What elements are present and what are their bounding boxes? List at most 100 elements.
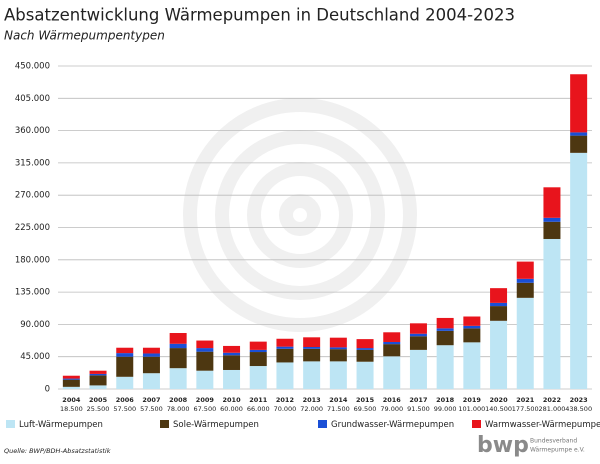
bar-segment bbox=[89, 375, 107, 386]
bar-segment bbox=[89, 370, 107, 374]
total-label: 70.000 bbox=[274, 405, 297, 413]
x-tick-label: 2017 bbox=[409, 396, 427, 404]
legend-swatch bbox=[160, 420, 169, 428]
total-label: 281.000 bbox=[539, 405, 566, 413]
bar-segment bbox=[516, 282, 534, 298]
bar-segment bbox=[223, 352, 241, 356]
bar-segment bbox=[409, 349, 427, 389]
bar-segment bbox=[116, 353, 134, 357]
logo-line: Bundesverband bbox=[530, 438, 577, 445]
bar-segment bbox=[223, 345, 241, 353]
bar-segment bbox=[169, 348, 187, 369]
bar-segment bbox=[169, 343, 187, 349]
bar-segment bbox=[436, 317, 454, 329]
total-label: 140.500 bbox=[485, 405, 512, 413]
bar-segment bbox=[356, 339, 374, 349]
x-tick-label: 2004 bbox=[62, 396, 81, 404]
bar-segment bbox=[142, 347, 160, 354]
total-label: 99.000 bbox=[434, 405, 457, 413]
y-tick-label: 135.000 bbox=[15, 288, 50, 298]
bar-segment bbox=[436, 345, 454, 389]
total-label: 71.500 bbox=[327, 405, 350, 413]
bar-segment bbox=[543, 238, 561, 389]
total-label: 438.500 bbox=[565, 405, 592, 413]
bar-segment bbox=[249, 366, 267, 389]
bar-segment bbox=[436, 330, 454, 346]
x-tick-label: 2009 bbox=[196, 396, 215, 404]
logo-mark: bwp bbox=[477, 433, 529, 458]
bar-segment bbox=[249, 341, 267, 350]
bar-segment bbox=[276, 346, 294, 349]
x-tick-label: 2011 bbox=[249, 396, 268, 404]
bar-segment bbox=[303, 348, 321, 362]
bar-segment bbox=[356, 349, 374, 362]
total-label: 78.000 bbox=[167, 405, 190, 413]
x-tick-label: 2010 bbox=[223, 396, 242, 404]
bar-segment bbox=[62, 379, 80, 387]
bar-segment bbox=[436, 328, 454, 331]
y-tick-label: 90.000 bbox=[20, 320, 50, 330]
bar-segment bbox=[463, 316, 481, 326]
y-tick-label: 315.000 bbox=[15, 158, 50, 168]
legend-swatch bbox=[472, 420, 481, 428]
total-label: 66.000 bbox=[247, 405, 270, 413]
bar-segment bbox=[329, 347, 347, 350]
bar-segment bbox=[276, 362, 294, 389]
total-label: 91.500 bbox=[407, 405, 430, 413]
x-tick-label: 2013 bbox=[303, 396, 321, 404]
total-label: 72.000 bbox=[300, 405, 323, 413]
bar-segment bbox=[516, 261, 534, 279]
y-tick-label: 0 bbox=[45, 385, 50, 395]
y-tick-label: 450.000 bbox=[15, 62, 50, 72]
bar-segment bbox=[169, 333, 187, 344]
bar-segment bbox=[223, 355, 241, 370]
bar-segment bbox=[116, 376, 134, 389]
bar-segment bbox=[383, 332, 401, 342]
bar-segment bbox=[89, 373, 107, 376]
total-label: 57.500 bbox=[140, 405, 163, 413]
bar-segment bbox=[490, 306, 508, 321]
y-tick-label: 270.000 bbox=[15, 191, 50, 201]
y-tick-label: 360.000 bbox=[15, 126, 50, 136]
bar-segment bbox=[223, 369, 241, 389]
x-tick-label: 2018 bbox=[436, 396, 455, 404]
bar-segment bbox=[490, 288, 508, 303]
bar-segment bbox=[142, 356, 160, 374]
x-tick-label: 2012 bbox=[276, 396, 294, 404]
bar-segment bbox=[303, 361, 321, 389]
legend-swatch bbox=[6, 420, 15, 428]
bar-segment bbox=[356, 348, 374, 350]
y-tick-label: 180.000 bbox=[15, 255, 50, 265]
bar-segment bbox=[62, 375, 80, 379]
x-tick-label: 2006 bbox=[116, 396, 135, 404]
total-label: 18.500 bbox=[60, 405, 83, 413]
x-tick-label: 2008 bbox=[169, 396, 188, 404]
chart-title: Absatzentwicklung Wärmepumpen in Deutsch… bbox=[4, 6, 515, 25]
logo-line: Wärmepumpe e.V. bbox=[530, 447, 585, 454]
legend-label: Grundwasser-Wärmepumpen bbox=[331, 420, 454, 430]
bar-segment bbox=[543, 221, 561, 239]
bar-segment bbox=[329, 337, 347, 348]
bar-segment bbox=[409, 333, 427, 337]
bar-segment bbox=[62, 386, 80, 389]
bar-segment bbox=[463, 325, 481, 329]
bar-segment bbox=[329, 361, 347, 389]
bar-segment bbox=[516, 297, 534, 389]
bar-segment bbox=[409, 336, 427, 350]
x-tick-label: 2019 bbox=[463, 396, 482, 404]
bar-segment bbox=[570, 152, 588, 389]
chart-subtitle: Nach Wärmepumpentypen bbox=[4, 29, 165, 43]
x-tick-label: 2016 bbox=[383, 396, 402, 404]
bar-segment bbox=[116, 356, 134, 377]
bar-segment bbox=[142, 353, 160, 357]
bar-segment bbox=[196, 351, 214, 371]
bar-segment bbox=[490, 302, 508, 307]
logo: bwp Bundesverband Wärmepumpe e.V. bbox=[477, 433, 585, 458]
x-tick-label: 2015 bbox=[356, 396, 375, 404]
bar-segment bbox=[276, 348, 294, 363]
x-tick-label: 2007 bbox=[142, 396, 160, 404]
x-tick-label: 2014 bbox=[329, 396, 348, 404]
background-swirl bbox=[183, 98, 417, 332]
bar-segment bbox=[356, 361, 374, 389]
legend-label: Sole-Wärmepumpen bbox=[173, 420, 259, 430]
